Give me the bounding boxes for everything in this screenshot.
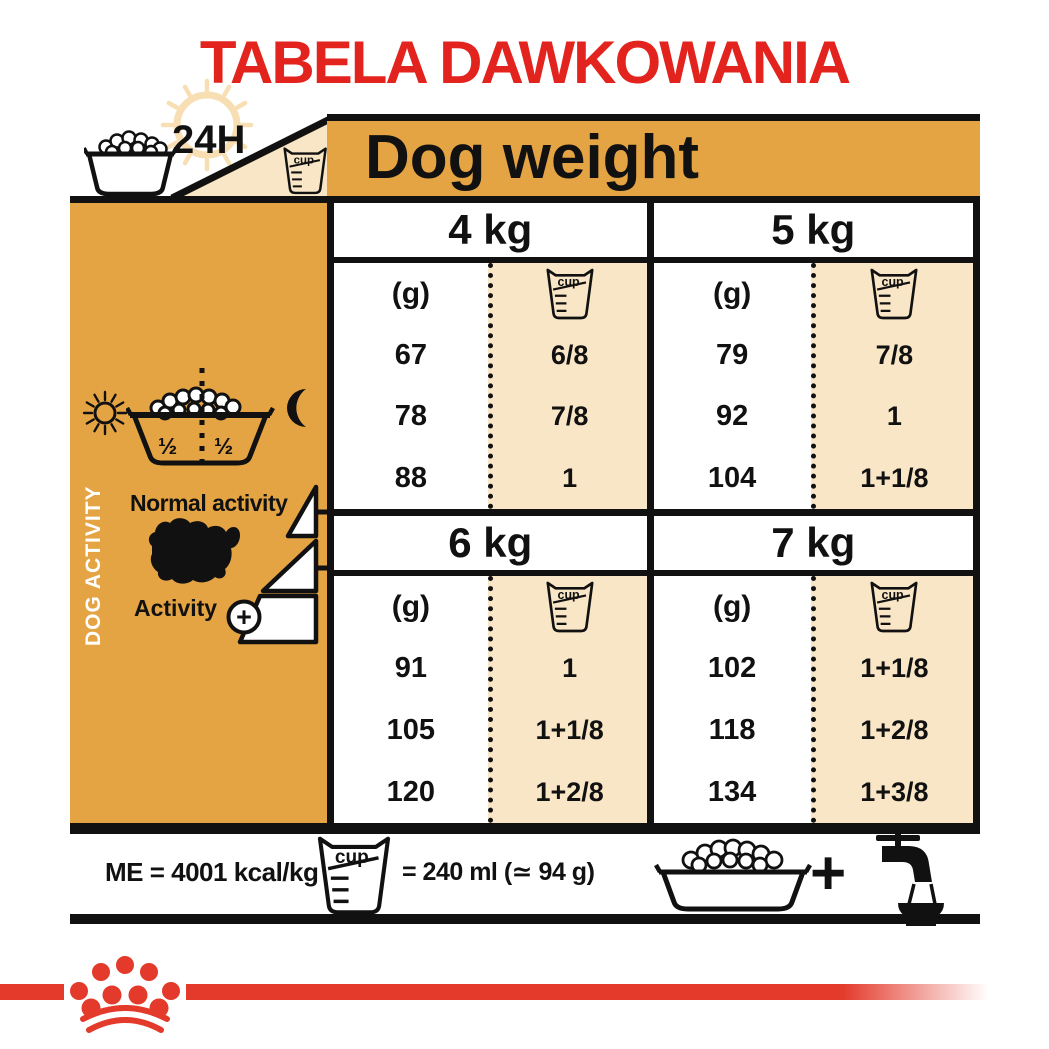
grams-value: 104 [707,461,757,494]
grams-column: (g) 67 78 88 [334,263,488,509]
cups-value: 1+1/8 [860,653,929,684]
block-body-5kg: (g) 79 92 104 cup 7/8 1 [653,263,973,516]
royal-canin-crown-logo [70,956,180,1033]
half-portions-bowl-icon: ½ ½ [126,368,275,466]
grams-value: 118 [708,713,756,746]
grams-value: 105 [386,713,436,746]
cup-icon: cup [317,836,391,915]
cups-column: cup 1+1/8 1+2/8 1+3/8 [810,576,973,823]
kibble-bowl-icon [654,838,812,912]
grams-unit-label: (g) [712,589,752,623]
cup-equivalence-label: = 240 ml (≃ 94 g) [402,858,595,886]
block-body-7kg: (g) 102 118 134 cup 1+1/8 [654,576,973,823]
page-title: TABELA DAWKOWANIA [199,29,851,96]
brand-stripe-right [186,984,1049,1000]
moon-icon [287,389,306,427]
cups-value: 1+2/8 [535,776,604,807]
half-left-label: ½ [158,433,177,459]
metabolizable-energy-label: ME = 4001 kcal/kg [105,857,319,887]
grams-unit-label: (g) [391,276,431,310]
activity-plus-label: + [236,602,252,632]
cup-icon: cup [546,268,594,320]
cup-icon: cup [870,268,918,320]
cups-column: cup 7/8 1 1+1/8 [810,263,973,509]
cups-value: 1 [886,401,902,432]
cups-value: 1 [562,462,578,493]
cup-label: cup [557,588,580,602]
cups-value: 7/8 [550,401,589,432]
weight-header-6kg: 6 kg [334,516,654,576]
cups-column: cup 6/8 7/8 1 [487,263,647,509]
brand-stripe-left [0,984,64,1000]
cup-icon: cup [546,581,594,633]
normal-activity-label: Normal activity [130,490,288,516]
cup-label: cup [294,154,314,166]
weight-header-5kg: 5 kg [653,203,973,263]
cups-column: cup 1 1+1/8 1+2/8 [487,576,647,823]
cups-value: 1+3/8 [860,776,929,807]
grams-value: 91 [394,652,427,685]
dosing-table: 4 kg 5 kg (g) 67 78 88 cup [327,203,980,823]
clock-icon [160,78,254,172]
activity-level-steps-icon: + [226,484,332,645]
grams-value: 88 [394,461,427,494]
weight-header-7kg: 7 kg [653,516,973,576]
grams-column: (g) 79 92 104 [654,263,811,509]
dog-activity-sidebar: DOG ACTIVITY [70,203,332,823]
dog-silhouette-icon [148,518,240,584]
grams-value: 79 [715,338,749,371]
kibble-bowl-icon [84,130,176,197]
cups-value: 6/8 [550,339,589,370]
cups-value: 1+1/8 [535,714,604,745]
half-right-label: ½ [214,433,233,459]
dog-activity-label: DOG ACTIVITY [82,485,105,646]
grams-column: (g) 91 105 120 [334,576,488,823]
grams-value: 102 [707,652,757,685]
block-body-6kg: (g) 91 105 120 cup 1 1+ [334,576,654,823]
hours-label: 24H [172,118,246,162]
plus-sign: + [810,839,847,908]
cup-icon: cup [870,581,918,633]
footer-bottom-rule [70,914,980,924]
dog-weight-header: Dog weight [327,114,980,203]
footer-top-rule [70,823,980,834]
plus-circle-icon [226,599,262,635]
cup-label: cup [557,275,580,289]
grams-unit-label: (g) [391,589,431,623]
cup-label: cup [335,847,369,868]
grams-value: 78 [394,400,427,433]
cups-value: 1+2/8 [860,714,929,745]
sun-icon [82,390,128,436]
cup-label: cup [882,275,905,289]
grams-value: 67 [394,338,427,371]
water-tap-icon [876,829,944,926]
cups-value: 1 [562,653,578,684]
cups-value: 7/8 [875,339,914,370]
activity-label: Activity [134,595,218,621]
cup-label: cup [882,588,905,602]
weight-header-4kg: 4 kg [334,203,654,263]
block-body-4kg: (g) 67 78 88 cup 6/8 7/ [334,263,654,516]
sidebar-top-border [70,196,332,203]
grams-value: 134 [707,775,757,808]
grams-value: 120 [386,775,436,808]
grams-value: 92 [715,400,749,433]
cups-value: 1+1/8 [860,462,929,493]
header-diagonal: cup [170,114,332,202]
dog-weight-label: Dog weight [365,123,700,192]
grams-unit-label: (g) [712,276,752,310]
cup-icon: cup [283,147,327,195]
grams-column: (g) 102 118 134 [654,576,811,823]
